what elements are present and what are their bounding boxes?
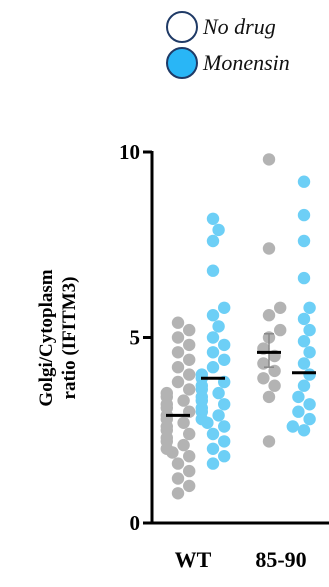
- data-point: [218, 353, 231, 366]
- data-point: [171, 457, 185, 470]
- data-point: [212, 320, 225, 333]
- data-point: [171, 331, 185, 344]
- data-point: [206, 442, 220, 455]
- data-point: [292, 405, 305, 418]
- data-point: [171, 361, 185, 374]
- data-point: [212, 409, 225, 422]
- legend-label: Monensin: [202, 50, 290, 75]
- data-point: [177, 416, 190, 429]
- x-category-label: 85-90: [255, 547, 306, 572]
- data-point: [171, 375, 185, 389]
- data-point: [297, 208, 311, 222]
- data-point: [206, 264, 220, 277]
- data-point: [206, 457, 220, 470]
- data-point: [206, 234, 220, 248]
- data-point: [183, 353, 196, 366]
- data-point: [297, 424, 311, 437]
- data-point: [262, 390, 276, 404]
- y-tick-label: 5: [130, 326, 141, 350]
- data-point: [274, 301, 287, 314]
- data-point: [206, 212, 220, 225]
- data-point: [177, 394, 190, 407]
- data-point: [183, 368, 196, 381]
- axes: 0 5 10 Golgi/Cytoplasm ratio (IFITM3) WT 85-90: [36, 140, 329, 572]
- data-point: [274, 323, 287, 337]
- data-point: [297, 271, 311, 285]
- data-point: [177, 438, 190, 452]
- data-point: [303, 301, 316, 314]
- legend-swatch: [166, 47, 198, 79]
- data-point: [286, 420, 299, 433]
- data-point: [171, 316, 185, 329]
- data-point: [160, 386, 173, 400]
- legend-label: No drug: [202, 14, 276, 39]
- legend-swatch: [166, 11, 198, 43]
- data-point: [183, 464, 196, 478]
- data-point: [297, 234, 311, 248]
- data-point: [303, 412, 316, 426]
- data-point: [303, 368, 316, 381]
- data-point: [297, 312, 311, 326]
- y-tick-label: 10: [119, 140, 140, 164]
- data-point: [183, 479, 196, 493]
- data-point: [218, 301, 231, 314]
- data-point: [206, 427, 220, 441]
- data-point: [262, 309, 276, 322]
- y-axis-label-line-1: Golgi/Cytoplasm: [36, 269, 57, 406]
- data-marks: [160, 153, 316, 500]
- data-point: [206, 361, 220, 374]
- data-point: [262, 435, 276, 448]
- data-point: [303, 346, 316, 359]
- legend: No drug Monensin: [166, 11, 290, 79]
- data-point: [218, 338, 231, 352]
- data-point: [171, 487, 185, 500]
- data-point: [262, 242, 276, 255]
- data-point: [218, 420, 231, 433]
- data-point: [297, 175, 311, 188]
- data-point: [262, 153, 276, 166]
- x-category-label: WT: [175, 547, 212, 572]
- data-point: [218, 450, 231, 463]
- data-point: [206, 346, 220, 359]
- data-point: [268, 379, 281, 392]
- y-axis-label: Golgi/Cytoplasm ratio (IFITM3): [36, 269, 80, 406]
- data-point: [297, 357, 311, 370]
- data-point: [292, 390, 305, 404]
- data-point: [212, 223, 225, 237]
- data-point: [297, 335, 311, 348]
- data-point: [183, 383, 196, 396]
- data-point: [206, 331, 220, 344]
- data-point: [206, 309, 220, 322]
- data-point: [171, 472, 185, 485]
- data-point: [303, 323, 316, 337]
- data-point: [171, 346, 185, 359]
- data-point: [257, 372, 270, 385]
- data-point: [183, 323, 196, 337]
- y-tick-label: 0: [130, 511, 141, 535]
- data-point: [218, 435, 231, 448]
- data-point: [183, 338, 196, 352]
- data-point: [303, 398, 316, 411]
- data-point: [183, 450, 196, 463]
- data-point: [183, 427, 196, 441]
- data-point: [297, 379, 311, 392]
- data-point: [218, 398, 231, 411]
- data-point: [212, 386, 225, 400]
- y-axis-label-line-2: ratio (IFITM3): [59, 277, 80, 400]
